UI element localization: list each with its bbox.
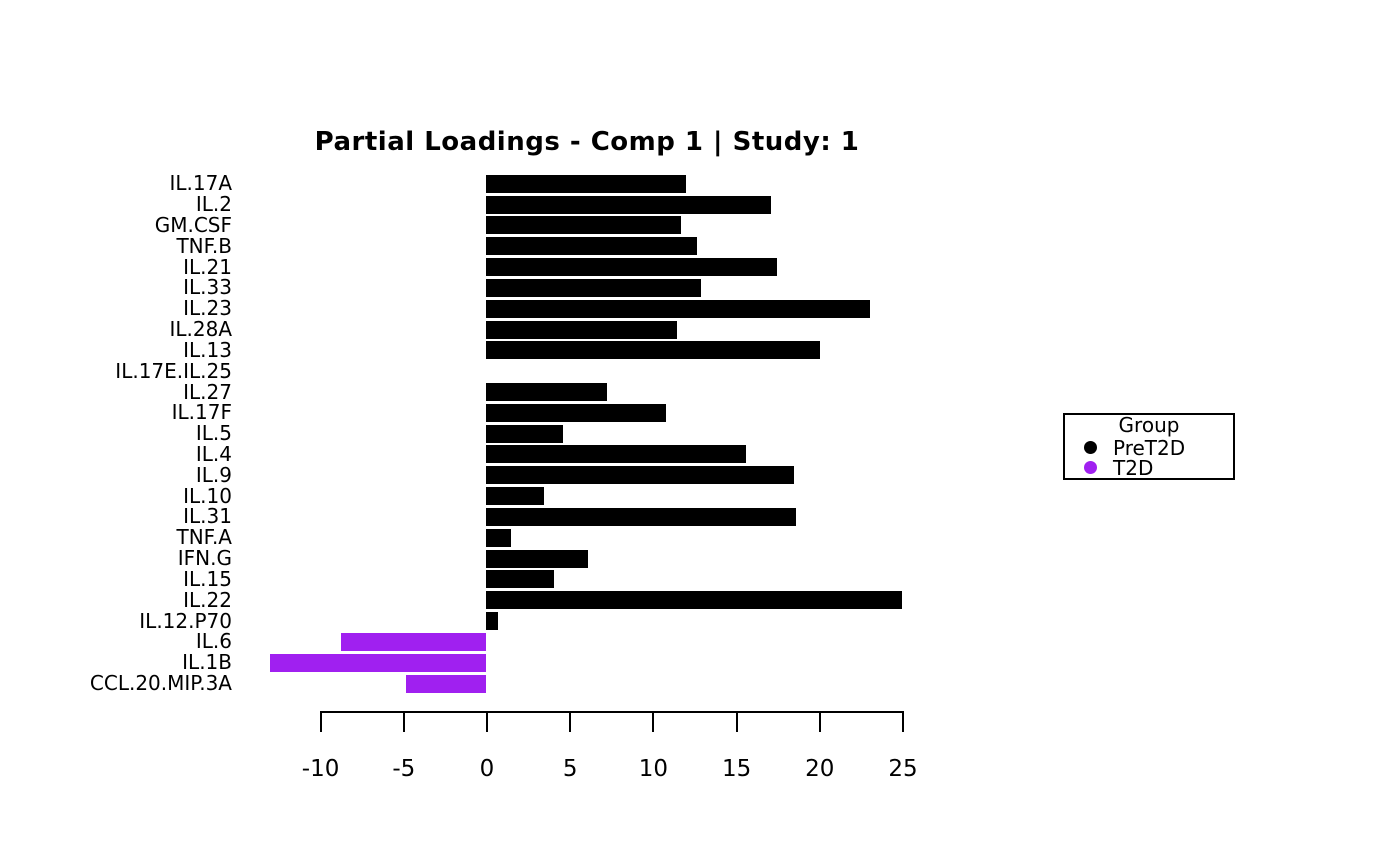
y-axis-label: IL.23 [183, 296, 232, 321]
legend-entry: T2D [1065, 458, 1233, 478]
bar [486, 403, 666, 422]
bar [486, 466, 794, 485]
y-axis-label: IL.13 [183, 337, 232, 362]
bar [486, 174, 686, 193]
x-axis-tick [818, 711, 821, 732]
x-axis-tick-label: 5 [562, 756, 578, 782]
legend-entry-label: PreT2D [1113, 436, 1186, 460]
bar [486, 549, 588, 568]
y-axis-label: IL.27 [183, 379, 232, 404]
bar [486, 570, 555, 589]
y-axis-label: IFN.G [177, 546, 232, 571]
legend-dot-icon [1084, 441, 1097, 454]
bar [486, 487, 545, 506]
y-axis-label: GM.CSF [154, 212, 232, 237]
y-axis-label: CCL.20.MIP.3A [89, 671, 232, 696]
y-axis-label: IL.9 [195, 462, 232, 487]
bar [269, 653, 486, 672]
y-axis-label: IL.6 [195, 629, 232, 654]
chart-title: Partial Loadings - Comp 1 | Study: 1 [314, 127, 860, 157]
x-axis-tick-label: 25 [888, 756, 918, 782]
y-axis-label: IL.33 [183, 275, 232, 300]
bar [341, 632, 486, 651]
y-axis-label: IL.21 [183, 254, 232, 279]
bar [486, 528, 511, 547]
bar [486, 237, 698, 256]
x-axis-tick-label: 20 [805, 756, 835, 782]
bar [486, 591, 902, 610]
y-axis-label: IL.22 [183, 587, 232, 612]
bar [486, 341, 821, 360]
legend-entry: PreT2D [1065, 438, 1233, 458]
bar [406, 674, 486, 693]
bar [486, 320, 678, 339]
x-axis-tick-label: 10 [638, 756, 669, 782]
legend-dot-icon [1084, 461, 1097, 474]
x-axis-tick-label: -10 [301, 756, 340, 782]
legend-entry-label: T2D [1113, 456, 1154, 480]
y-axis-label: TNF.B [176, 233, 232, 258]
y-axis-label: IL.17E.IL.25 [115, 358, 232, 383]
y-axis-label: IL.17F [171, 400, 232, 425]
x-axis-tick-label: 15 [721, 756, 752, 782]
x-axis-tick [569, 711, 572, 732]
y-axis-label: TNF.A [176, 525, 232, 550]
x-axis-tick [486, 711, 488, 732]
bar [486, 612, 498, 631]
bar [486, 278, 701, 297]
bar [486, 258, 778, 277]
x-axis-tick [402, 711, 405, 732]
x-axis-tick [652, 711, 655, 732]
y-axis-label: IL.31 [183, 504, 232, 529]
legend-box: Group PreT2D T2D [1063, 413, 1235, 480]
y-axis-label: IL.1B [182, 650, 232, 675]
x-axis-tick [902, 711, 904, 732]
x-axis-tick-label: 0 [479, 756, 495, 782]
bar [486, 299, 871, 318]
x-axis-tick [319, 711, 322, 732]
y-axis-label: IL.28A [169, 317, 232, 341]
bar [486, 507, 796, 526]
y-axis-label: IL.10 [183, 483, 232, 508]
bar [486, 383, 608, 401]
x-axis-line [319, 711, 904, 713]
legend-title: Group [1118, 413, 1180, 437]
x-axis-tick-label: -5 [392, 756, 416, 782]
y-axis-label: IL.15 [183, 566, 232, 591]
y-axis-label: IL.2 [195, 192, 232, 217]
y-axis-label: IL.5 [195, 421, 232, 446]
bar [486, 445, 746, 464]
y-axis-label: IL.4 [195, 441, 232, 466]
x-axis-tick [735, 711, 738, 732]
y-axis-label: IL.17A [169, 171, 232, 196]
bar [486, 424, 563, 443]
y-axis-label: IL.12.P70 [139, 608, 232, 633]
bar [486, 216, 681, 235]
bar [486, 195, 771, 214]
